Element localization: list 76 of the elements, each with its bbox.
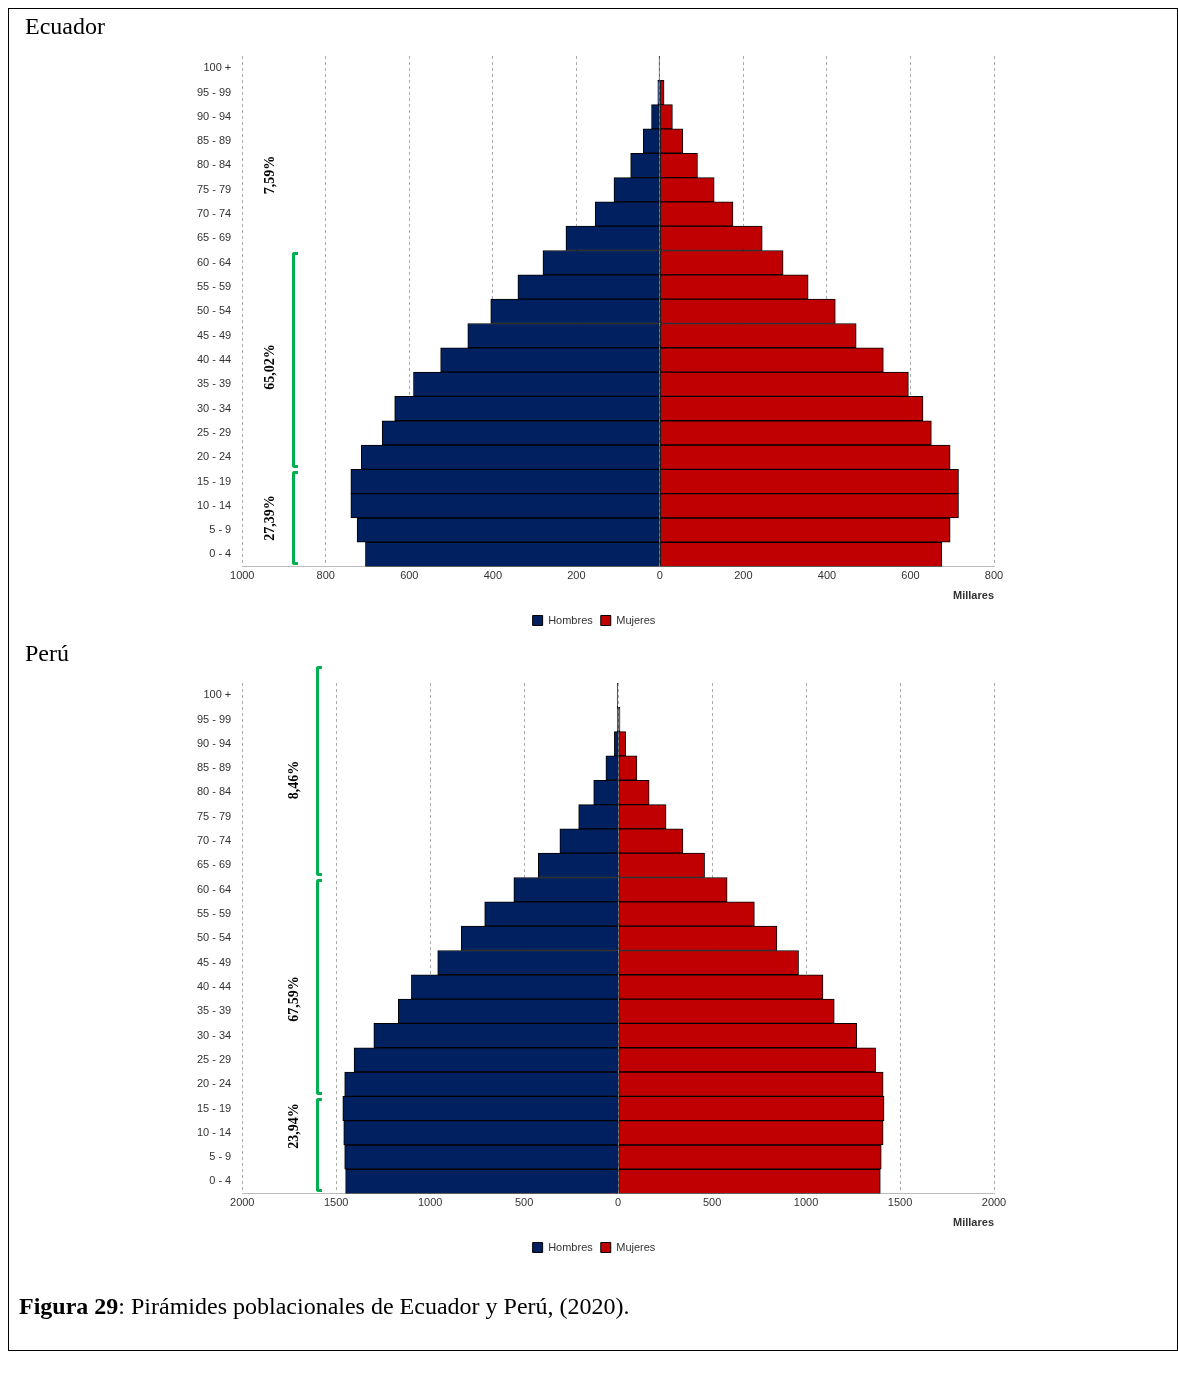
x-tick-label: 1000 <box>793 1196 819 1209</box>
y-tick-label: 5 - 9 <box>209 523 232 536</box>
y-tick-label: 100 + <box>203 688 232 701</box>
x-tick-label: 1000 <box>230 569 255 582</box>
x-axis-title: Millares <box>953 589 994 602</box>
y-tick-label: 50 - 54 <box>197 304 232 317</box>
y-tick-label: 80 - 84 <box>197 158 232 171</box>
y-tick-label: 20 - 24 <box>197 1077 232 1090</box>
y-tick-label: 50 - 54 <box>197 931 232 944</box>
y-tick-label: 10 - 14 <box>197 498 232 511</box>
y-tick-label: 35 - 39 <box>197 1004 232 1017</box>
annotation: 67,59% <box>285 975 303 1024</box>
y-tick-label: 90 - 94 <box>197 109 232 122</box>
y-tick-label: 15 - 19 <box>197 474 232 487</box>
y-tick-label: 95 - 99 <box>197 85 232 98</box>
x-tick-label: 200 <box>567 569 586 582</box>
y-tick-label: 95 - 99 <box>197 712 232 725</box>
y-tick-label: 65 - 69 <box>197 231 232 244</box>
y-tick-label: 85 - 89 <box>197 761 232 774</box>
y-tick-label: 70 - 74 <box>197 207 232 220</box>
x-tick-label: 800 <box>316 569 335 582</box>
legend-label: Mujeres <box>616 613 656 626</box>
x-tick-label: 400 <box>817 569 837 582</box>
y-tick-label: 40 - 44 <box>197 352 232 365</box>
annotation: 8,46% <box>285 760 303 802</box>
text: Figura 29: Pirámides poblacionales de Ecuador y Perú, (2020). <box>19 1293 631 1320</box>
y-tick-label: 55 - 59 <box>197 907 232 920</box>
chart-title: Ecuador <box>25 13 106 40</box>
x-tick-label: 200 <box>734 569 753 582</box>
x-tick-label: 600 <box>901 569 920 582</box>
annotation: 27,39% <box>261 494 279 543</box>
x-tick-label: 2000 <box>981 1196 1007 1209</box>
y-tick-label: 90 - 94 <box>197 736 232 749</box>
y-tick-label: 85 - 89 <box>197 134 232 147</box>
y-tick-label: 70 - 74 <box>197 834 232 847</box>
annotation: 23,94% <box>285 1101 303 1151</box>
x-tick-label: 1500 <box>887 1196 913 1209</box>
legend-label: Hombres <box>548 1240 594 1253</box>
x-tick-label: 1000 <box>417 1196 443 1209</box>
x-tick-label: 500 <box>514 1196 534 1209</box>
x-tick-label: 2000 <box>230 1196 255 1209</box>
annotation: 7,59% <box>261 154 279 197</box>
y-tick-label: 20 - 24 <box>197 450 232 463</box>
y-tick-label: 80 - 84 <box>197 785 232 798</box>
x-tick-label: 600 <box>400 569 419 582</box>
y-tick-label: 0 - 4 <box>209 547 232 560</box>
y-tick-label: 10 - 14 <box>197 1125 232 1138</box>
y-tick-label: 45 - 49 <box>197 955 232 968</box>
x-axis-title: Millares <box>953 1216 994 1229</box>
y-tick-label: 100 + <box>203 61 232 74</box>
y-tick-label: 25 - 29 <box>197 1052 232 1065</box>
y-tick-label: 55 - 59 <box>197 280 232 293</box>
legend-label: Mujeres <box>616 1240 656 1253</box>
y-tick-label: 45 - 49 <box>197 328 232 341</box>
legend-label: Hombres <box>548 613 594 626</box>
y-tick-label: 0 - 4 <box>209 1174 232 1187</box>
y-tick-label: 40 - 44 <box>197 979 232 992</box>
y-tick-label: 65 - 69 <box>197 858 232 871</box>
y-tick-label: 15 - 19 <box>197 1101 232 1114</box>
x-tick-label: 500 <box>702 1196 722 1209</box>
annotation: 65,02% <box>261 343 279 392</box>
x-tick-label: 800 <box>984 569 1004 582</box>
x-tick-label: 1500 <box>323 1196 349 1209</box>
y-tick-label: 5 - 9 <box>209 1150 232 1163</box>
y-tick-label: 30 - 34 <box>197 1028 232 1041</box>
y-tick-label: 35 - 39 <box>197 377 232 390</box>
y-tick-label: 30 - 34 <box>197 401 232 414</box>
y-tick-label: 60 - 64 <box>197 882 232 895</box>
y-tick-label: 75 - 79 <box>197 809 232 822</box>
x-tick-label: 0 <box>656 569 663 582</box>
y-tick-label: 25 - 29 <box>197 425 232 438</box>
y-tick-label: 60 - 64 <box>197 255 232 268</box>
text: Perú <box>25 640 70 667</box>
x-tick-label: 400 <box>483 569 503 582</box>
y-tick-label: 75 - 79 <box>197 182 232 195</box>
x-tick-label: 0 <box>615 1196 622 1209</box>
